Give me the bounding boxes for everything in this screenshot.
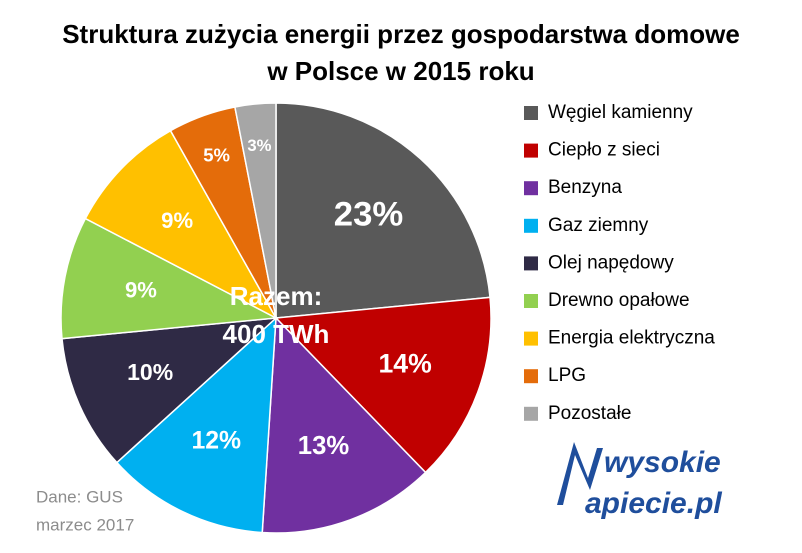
legend-label: LPG [548,365,586,386]
source: Dane: GUS [36,487,123,506]
pie-slice [274,296,492,474]
legend-swatch [524,369,538,384]
legend-swatch [524,256,538,271]
pie-slice [234,102,277,319]
logo-mark [557,442,603,505]
source: marzec 2017 [36,515,134,534]
data-label: 13% [298,432,350,460]
pie-slice [61,317,279,464]
legend-swatch [524,406,538,421]
legend-label: Gaz ziemny [548,215,649,236]
center-label: Razem: [230,281,322,311]
legend-label: Benzyna [548,177,622,198]
legend-label: Ciepło z sieci [548,140,660,161]
legend-label: Węgiel kamienny [548,102,693,123]
data-label: 14% [379,349,432,379]
data-label: 9% [161,208,193,233]
logo: apiecie.pl [585,487,722,520]
legend-swatch [524,181,538,196]
legend-swatch [524,331,538,346]
data-label: 23% [334,195,403,233]
pie-slice [84,129,278,320]
legend-swatch [524,218,538,233]
data-label: 5% [203,144,230,165]
legend-label: Pozostałe [548,403,631,424]
legend-label: Drewno opałowe [548,290,690,311]
data-label: 12% [191,428,241,455]
data-label: 9% [125,278,157,303]
center-label: 400 TWh [223,319,330,349]
legend-label: Energia elektryczna [548,328,715,349]
legend-swatch [524,294,538,308]
pie-slice [60,217,279,340]
pie-slice [115,316,277,534]
chart-title: w Polsce w 2015 roku [266,56,534,86]
pie-slice [261,316,427,534]
legend-label: Olej napędowy [548,252,674,273]
legend-swatch [524,106,538,120]
chart-title: Struktura zużycia energii przez gospodar… [62,19,740,49]
legend-swatch [524,143,538,158]
data-label: 10% [127,359,173,385]
data-label: 3% [247,136,271,155]
pie-slice [275,102,491,319]
logo: wysokie [604,446,721,479]
